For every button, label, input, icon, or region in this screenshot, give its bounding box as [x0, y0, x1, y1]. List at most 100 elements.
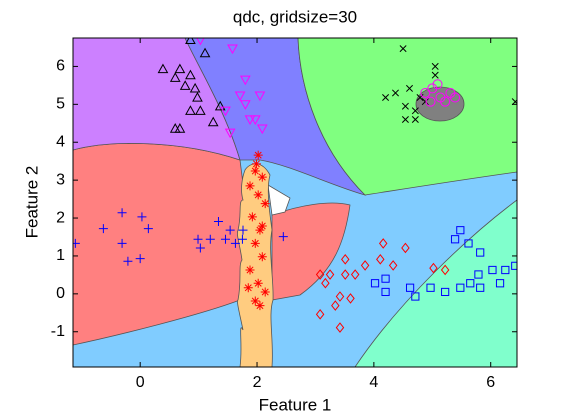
- point: [257, 221, 267, 231]
- point: [260, 287, 270, 297]
- point: [195, 243, 205, 253]
- point: [476, 248, 485, 257]
- point: [335, 322, 345, 333]
- point: [179, 80, 191, 90]
- point: [411, 115, 419, 123]
- y-tick-label: 6: [56, 58, 65, 75]
- point: [98, 224, 108, 234]
- point: [341, 269, 350, 280]
- point: [376, 254, 385, 265]
- point: [193, 234, 203, 244]
- point: [474, 270, 483, 279]
- point: [245, 265, 255, 275]
- point: [249, 115, 261, 126]
- point: [464, 239, 473, 248]
- y-tick-label: 0: [56, 285, 65, 302]
- point: [325, 269, 335, 280]
- point: [476, 283, 485, 292]
- point: [253, 278, 263, 288]
- y-tick-label: 5: [56, 96, 65, 113]
- point: [315, 269, 325, 280]
- point: [405, 283, 415, 292]
- y-tick-label: 2: [56, 209, 65, 226]
- point: [169, 123, 181, 133]
- point: [257, 252, 267, 262]
- point: [381, 287, 390, 297]
- point: [143, 224, 153, 234]
- plot-frame: [72, 37, 518, 368]
- point: [238, 225, 248, 235]
- point: [488, 265, 497, 275]
- point: [73, 238, 80, 248]
- point: [431, 62, 439, 70]
- point: [341, 254, 350, 265]
- point: [237, 234, 247, 244]
- y-tick-label: 4: [56, 133, 65, 150]
- point: [185, 105, 196, 115]
- y-axis-label: Feature 2: [22, 166, 41, 239]
- region: [271, 202, 351, 301]
- point: [245, 181, 255, 191]
- point: [220, 106, 231, 117]
- point: [224, 128, 236, 139]
- point: [421, 98, 429, 106]
- y-tick-label: 3: [56, 171, 65, 188]
- x-axis-label: Feature 1: [259, 395, 332, 414]
- point: [440, 96, 451, 107]
- x-tick-label: 2: [253, 374, 262, 391]
- point: [250, 166, 260, 176]
- point: [255, 301, 265, 311]
- point: [260, 199, 270, 209]
- point: [196, 38, 205, 46]
- point: [411, 292, 420, 301]
- chart-title: qdc, gridsize=30: [233, 7, 357, 26]
- region: [267, 184, 291, 216]
- point: [406, 84, 414, 92]
- point: [401, 102, 409, 110]
- point: [511, 98, 517, 106]
- point: [220, 234, 230, 244]
- point: [450, 235, 460, 244]
- point: [251, 159, 261, 169]
- point: [450, 92, 461, 103]
- point: [335, 291, 345, 302]
- point: [117, 208, 127, 218]
- point: [244, 115, 256, 126]
- point: [441, 287, 450, 297]
- point: [511, 261, 517, 270]
- point: [253, 190, 263, 200]
- point: [250, 296, 260, 306]
- point: [207, 116, 219, 127]
- point: [135, 254, 145, 264]
- point: [250, 238, 260, 248]
- point: [399, 45, 407, 53]
- point: [256, 124, 268, 135]
- region: [237, 163, 274, 367]
- point: [239, 75, 251, 86]
- point: [255, 225, 265, 235]
- point: [227, 44, 238, 55]
- point: [346, 293, 355, 304]
- point: [401, 115, 409, 123]
- point: [391, 89, 399, 97]
- point: [501, 265, 510, 275]
- point: [254, 91, 266, 102]
- point: [431, 71, 439, 79]
- point: [370, 279, 380, 288]
- point: [174, 63, 186, 74]
- x-tick-label: 0: [136, 374, 145, 391]
- point: [315, 309, 325, 320]
- point: [420, 87, 431, 98]
- point: [432, 79, 443, 90]
- region: [415, 86, 465, 122]
- point: [350, 269, 360, 280]
- point: [425, 96, 436, 107]
- point: [257, 172, 267, 182]
- point: [247, 212, 257, 222]
- point: [243, 283, 253, 293]
- point: [456, 226, 465, 235]
- point: [495, 279, 505, 288]
- point: [192, 91, 203, 102]
- region: [354, 199, 517, 367]
